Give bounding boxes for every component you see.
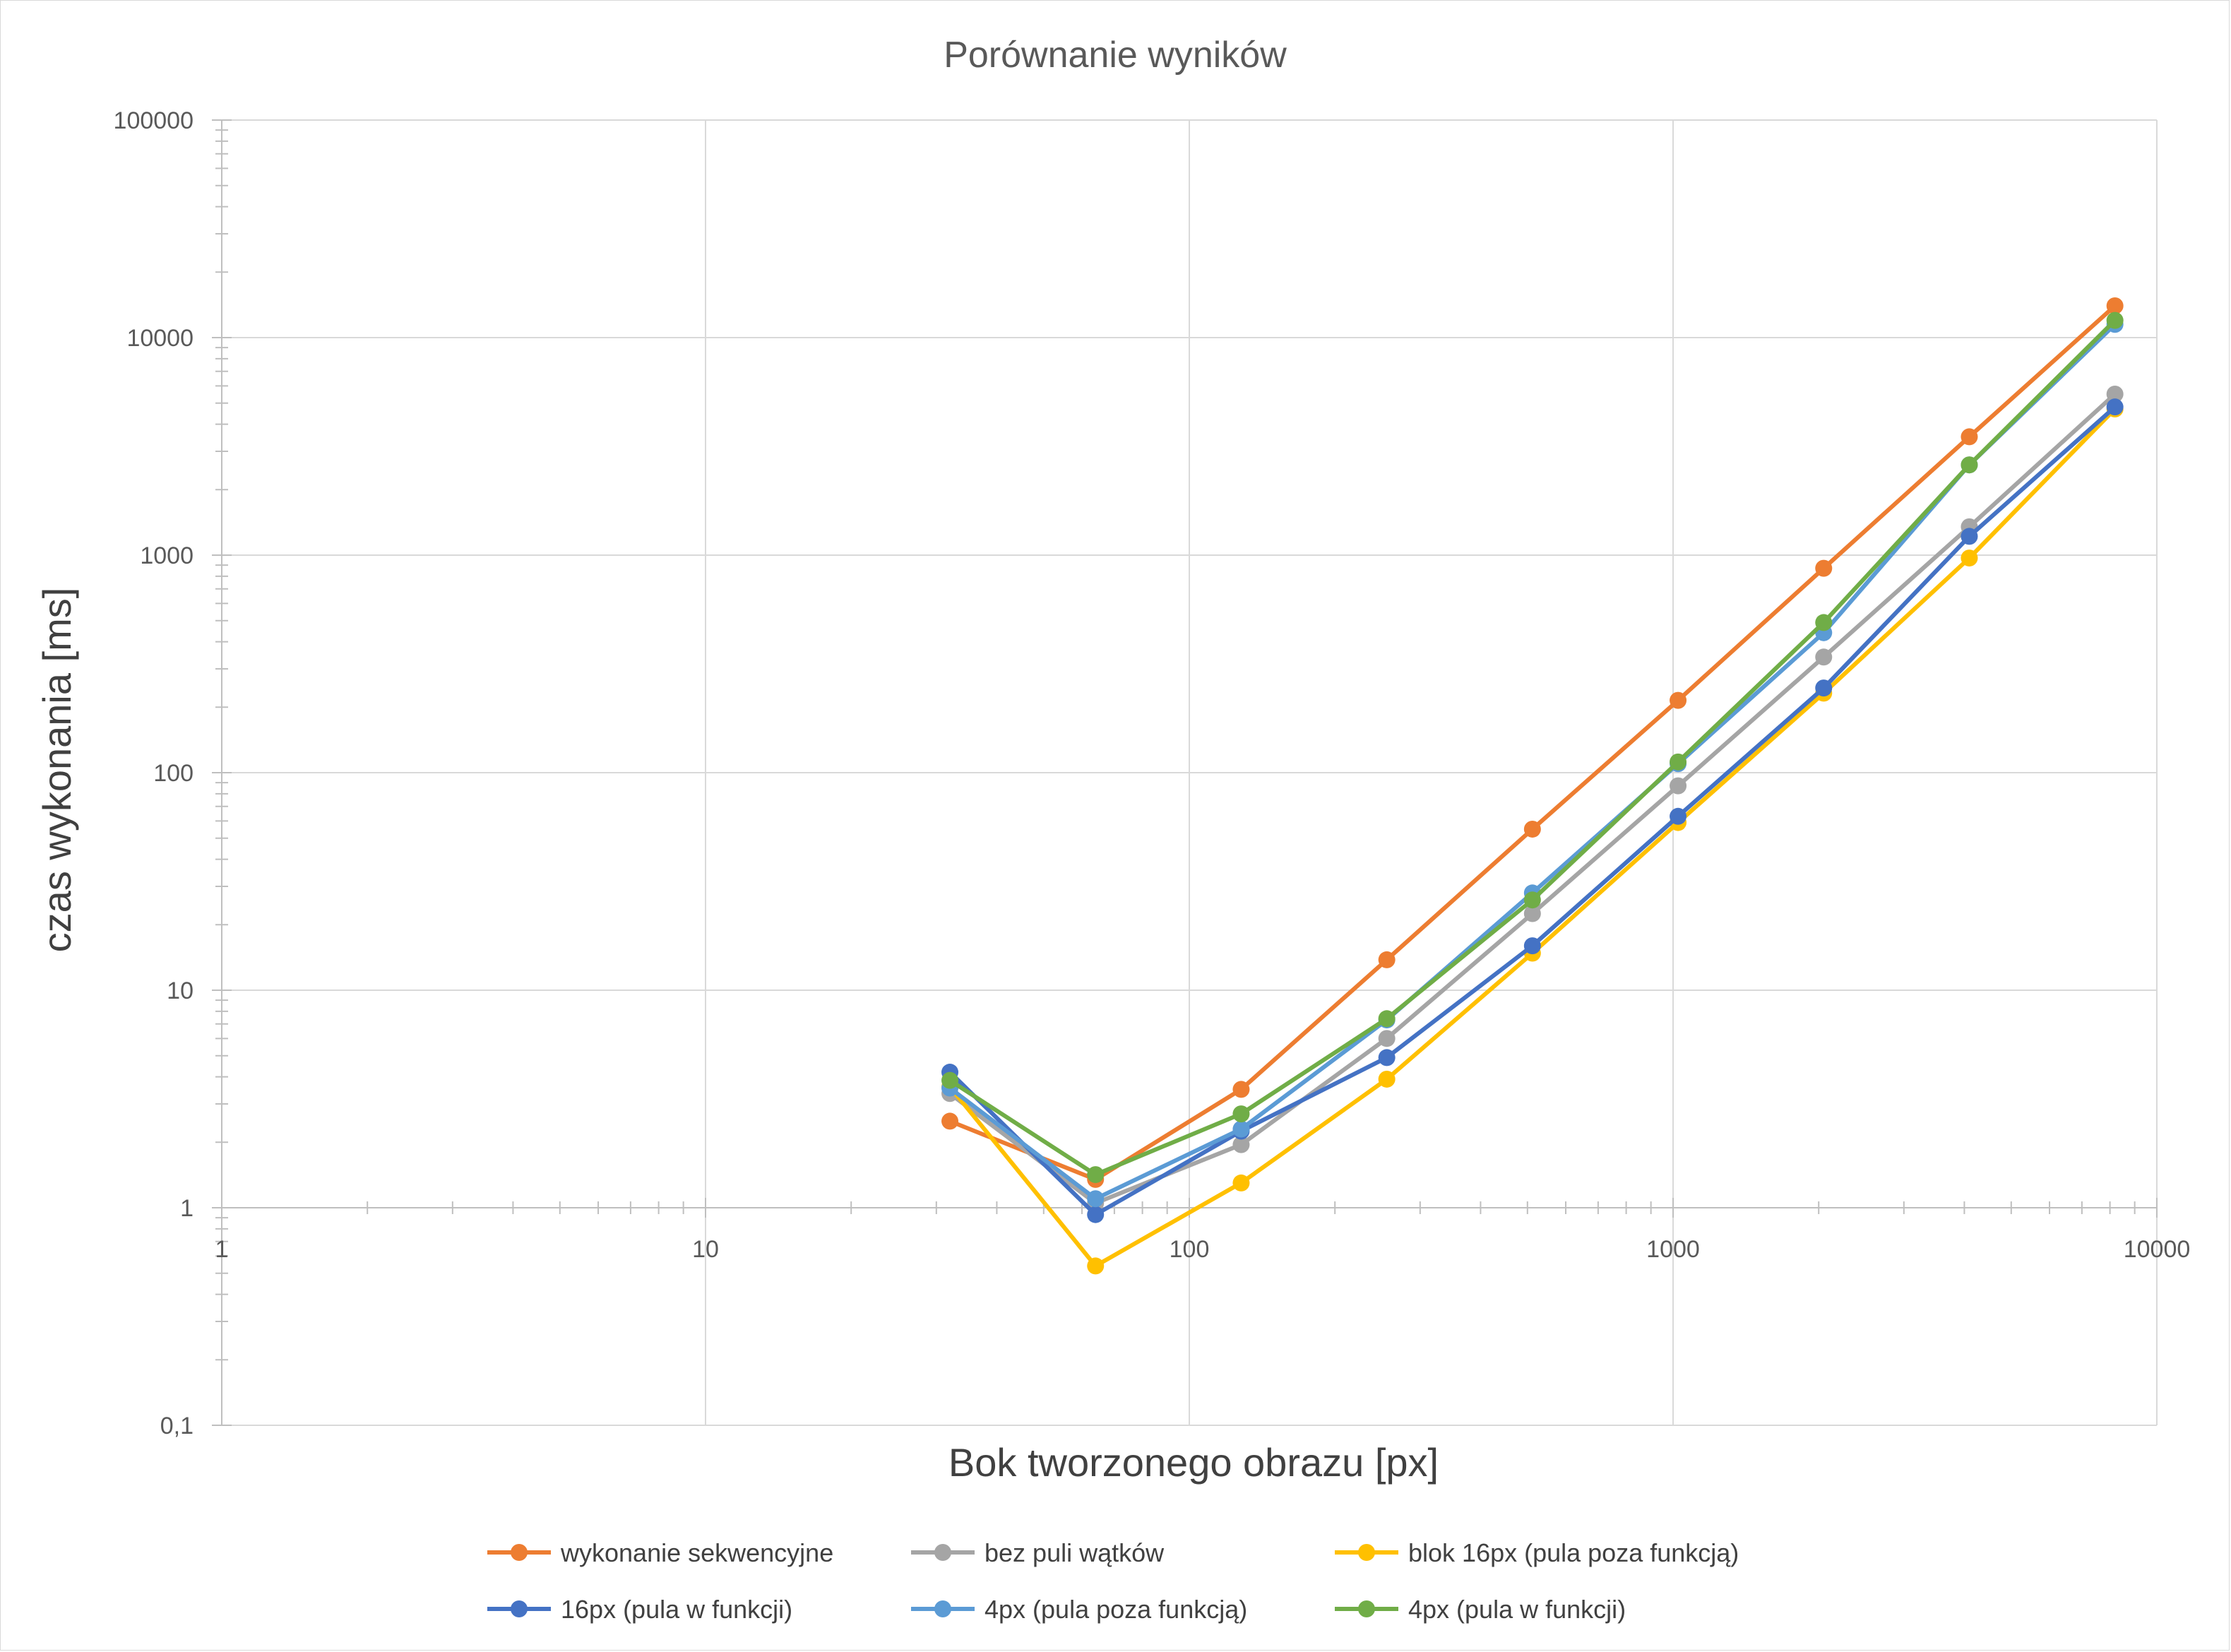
legend-marker xyxy=(934,1544,951,1561)
series-line-4px-pula-poza-funkcja xyxy=(948,322,2117,1201)
y-tick-label: 1 xyxy=(180,1195,194,1222)
legend-label: 16px (pula w funkcji) xyxy=(561,1595,792,1624)
data-point-4px-pula-poza-funkcja xyxy=(1232,1120,1250,1138)
x-tick-label: 10000 xyxy=(2124,1236,2191,1263)
data-point-4px-pula-w-funkcji xyxy=(1523,891,1541,909)
legend-marker xyxy=(511,1600,528,1617)
x-tick-label: 1 xyxy=(215,1236,229,1263)
series-line-bez-puli-watkow xyxy=(948,392,2117,1206)
tick-labels: 0,1 1 10 100 1000 10000 100000 1 10 100 1000 10000 xyxy=(114,107,2191,1439)
data-point-16px-pula-w-funkcji xyxy=(1815,679,1833,697)
x-tick-label: 1000 xyxy=(1646,1236,1700,1263)
data-point-16px-pula-w-funkcji xyxy=(1523,937,1541,955)
legend-marker xyxy=(1358,1600,1375,1617)
y-tick-label: 100000 xyxy=(114,107,194,134)
data-point-blok-16px-pula-poza-funkcja xyxy=(1087,1257,1105,1275)
data-point-4px-pula-w-funkcji xyxy=(1087,1166,1105,1184)
series-line-4px-pula-w-funkcji xyxy=(948,318,2117,1177)
axes xyxy=(212,119,2158,1426)
data-point-blok-16px-pula-poza-funkcja xyxy=(1232,1174,1250,1192)
data-point-bez-puli-watkow xyxy=(1523,905,1541,922)
data-point-16px-pula-w-funkcji xyxy=(2106,398,2124,416)
data-point-blok-16px-pula-poza-funkcja xyxy=(1961,549,1978,567)
y-tick-label: 10 xyxy=(167,977,194,1004)
grid xyxy=(221,119,2158,1426)
data-point-bez-puli-watkow xyxy=(2106,385,2124,403)
y-tick-label: 0,1 xyxy=(160,1413,194,1439)
data-point-16px-pula-w-funkcji xyxy=(1087,1206,1105,1223)
data-point-16px-pula-w-funkcji xyxy=(1670,807,1687,825)
data-point-4px-pula-w-funkcji xyxy=(1232,1105,1250,1123)
data-point-bez-puli-watkow xyxy=(1670,777,1687,795)
legend-label: wykonanie sekwencyjne xyxy=(560,1538,833,1567)
series-line-wykonanie-sekwencyjne xyxy=(948,304,2117,1182)
data-point-bez-puli-watkow xyxy=(1232,1136,1250,1153)
data-point-16px-pula-w-funkcji xyxy=(1378,1049,1396,1066)
data-point-wykonanie-sekwencyjne xyxy=(1232,1081,1250,1098)
legend-label: 4px (pula poza funkcją) xyxy=(984,1595,1247,1624)
y-axis-title: czas wykonania [ms] xyxy=(35,588,79,953)
data-point-bez-puli-watkow xyxy=(1815,648,1833,666)
legend-label: 4px (pula w funkcji) xyxy=(1408,1595,1626,1624)
data-point-wykonanie-sekwencyjne xyxy=(1670,691,1687,709)
legend-label: bez puli wątków xyxy=(984,1538,1165,1567)
data-point-4px-pula-poza-funkcja xyxy=(1087,1190,1105,1208)
series-line-16px-pula-w-funkcji xyxy=(948,405,2117,1217)
x-tick-label: 10 xyxy=(692,1236,719,1263)
x-tick-label: 100 xyxy=(1170,1236,1210,1263)
series-group xyxy=(941,297,2124,1275)
data-point-wykonanie-sekwencyjne xyxy=(2106,297,2124,314)
data-point-wykonanie-sekwencyjne xyxy=(941,1112,959,1130)
legend-marker xyxy=(511,1544,528,1561)
data-point-4px-pula-w-funkcji xyxy=(1670,753,1687,771)
legend-label: blok 16px (pula poza funkcją) xyxy=(1408,1538,1739,1567)
data-point-wykonanie-sekwencyjne xyxy=(1961,428,1978,446)
legend-marker xyxy=(934,1600,951,1617)
data-point-4px-pula-w-funkcji xyxy=(1815,614,1833,631)
data-point-wykonanie-sekwencyjne xyxy=(1815,559,1833,577)
chart-title: Porównanie wyników xyxy=(944,35,1287,76)
y-tick-label: 100 xyxy=(153,760,194,787)
data-point-4px-pula-w-funkcji xyxy=(2106,311,2124,329)
legend-marker xyxy=(1358,1544,1375,1561)
data-point-bez-puli-watkow xyxy=(1378,1030,1396,1047)
data-point-wykonanie-sekwencyjne xyxy=(1378,951,1396,968)
y-tick-label: 10000 xyxy=(126,325,194,352)
data-point-4px-pula-w-funkcji xyxy=(941,1071,959,1089)
y-tick-label: 1000 xyxy=(140,542,194,569)
data-point-wykonanie-sekwencyjne xyxy=(1523,820,1541,838)
data-point-16px-pula-w-funkcji xyxy=(1961,528,1978,545)
data-point-4px-pula-w-funkcji xyxy=(1378,1010,1396,1028)
data-point-blok-16px-pula-poza-funkcja xyxy=(1378,1070,1396,1088)
data-point-4px-pula-w-funkcji xyxy=(1961,456,1978,474)
x-axis-title: Bok tworzonego obrazu [px] xyxy=(948,1440,1439,1485)
legend: wykonanie sekwencyjne bez puli wątków blok… xyxy=(487,1538,1739,1624)
